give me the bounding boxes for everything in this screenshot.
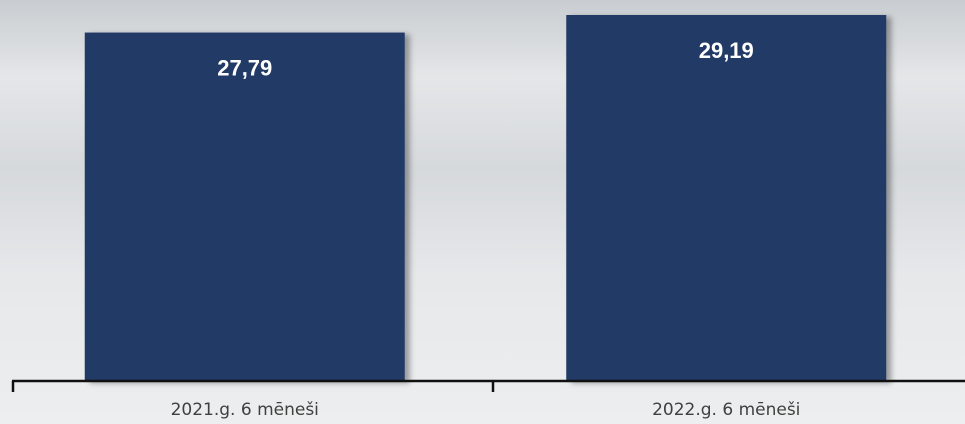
x-tick-label: 2022.g. 6 mēneši bbox=[652, 400, 800, 420]
bar bbox=[85, 33, 405, 381]
chart: 2021.g. 6 mēneši 27,79 2022.g. 6 mēneši 29,… bbox=[0, 0, 965, 424]
value-label: 29,19 bbox=[699, 38, 754, 63]
x-tick-label: 2021.g. 6 mēneši bbox=[171, 400, 319, 420]
page: 2021.g. 6 mēneši 27,79 2022.g. 6 mēneši 29,… bbox=[0, 0, 965, 424]
bar bbox=[566, 15, 886, 381]
value-label: 27,79 bbox=[217, 55, 272, 80]
